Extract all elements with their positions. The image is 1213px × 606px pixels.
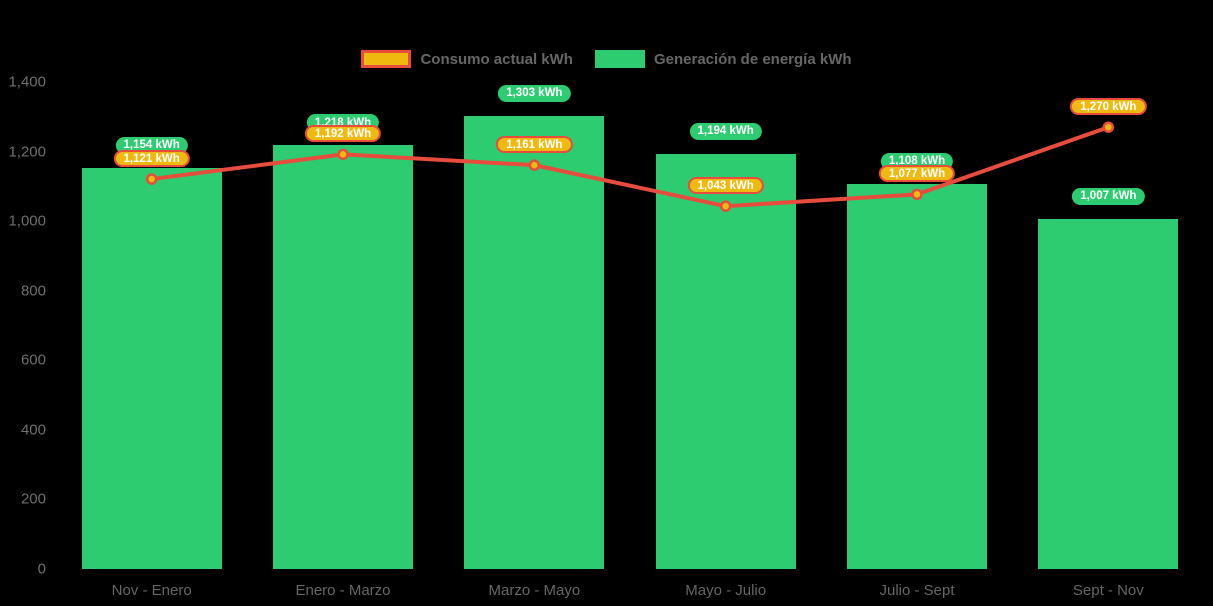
generacion-bar [847, 183, 987, 569]
consumo-value-label: 1,161 kWh [496, 136, 573, 154]
consumo-point [145, 173, 158, 185]
generacion-value-label: 1,108 kWh [880, 152, 954, 170]
consumo-point [911, 188, 923, 201]
generacion-value-label: 1,303 kWh [498, 84, 571, 102]
legend-item-consumo-actual[interactable]: Consumo actual kWh [361, 50, 573, 68]
legend-label-generacion: Generación de energía kWh [653, 50, 852, 68]
x-axis-label: Sept - Nov [1072, 582, 1144, 599]
x-axis-label: Marzo - Mayo [488, 582, 581, 599]
generacion-value-label: 1,007 kWh [1072, 187, 1145, 205]
consumo-value-label: 1,270 kWh [1070, 98, 1147, 116]
generacion-bar [655, 153, 796, 569]
consumo-value-label: 1,043 kWh [687, 177, 764, 195]
consumo-line [151, 125, 1109, 209]
y-axis-tick-label: 1,200 [8, 143, 46, 161]
generacion-bar [81, 167, 222, 569]
generacion-bar [1038, 218, 1179, 569]
x-axis-label: Enero - Marzo [295, 582, 391, 599]
generacion-legend-swatch-icon [594, 50, 645, 68]
x-axis-label: Nov - Enero [111, 582, 192, 599]
y-axis-tick-label: 800 [20, 282, 46, 300]
generacion-bar [464, 115, 605, 569]
consumo-point [1102, 121, 1115, 133]
generacion-value-label: 1,194 kWh [689, 122, 762, 140]
y-axis-tick-label: 400 [20, 421, 46, 439]
chart-legend: Consumo actual kWh Generación de energía… [0, 50, 1213, 68]
consumo-point [528, 159, 541, 171]
legend-label-consumo: Consumo actual kWh [420, 50, 573, 68]
y-axis-tick-label: 0 [37, 560, 46, 578]
consumo-point [337, 148, 349, 161]
generacion-bar [273, 145, 413, 569]
y-axis-tick-label: 200 [20, 490, 46, 508]
consumo-legend-swatch-icon [361, 50, 412, 68]
consumo-value-label: 1,192 kWh [304, 125, 382, 143]
x-axis-label: Julio - Sept [879, 582, 955, 599]
y-axis-tick-label: 1,000 [8, 212, 46, 230]
y-axis-tick-label: 600 [20, 351, 46, 369]
consumo-value-label: 1,077 kWh [878, 165, 956, 183]
generacion-value-label: 1,154 kWh [115, 136, 188, 154]
x-axis-label: Mayo - Julio [685, 582, 767, 599]
y-axis-tick-label: 1,400 [8, 73, 46, 91]
consumo-point [719, 200, 732, 212]
legend-item-generacion[interactable]: Generación de energía kWh [594, 50, 852, 68]
consumo-value-label: 1,121 kWh [113, 150, 190, 168]
